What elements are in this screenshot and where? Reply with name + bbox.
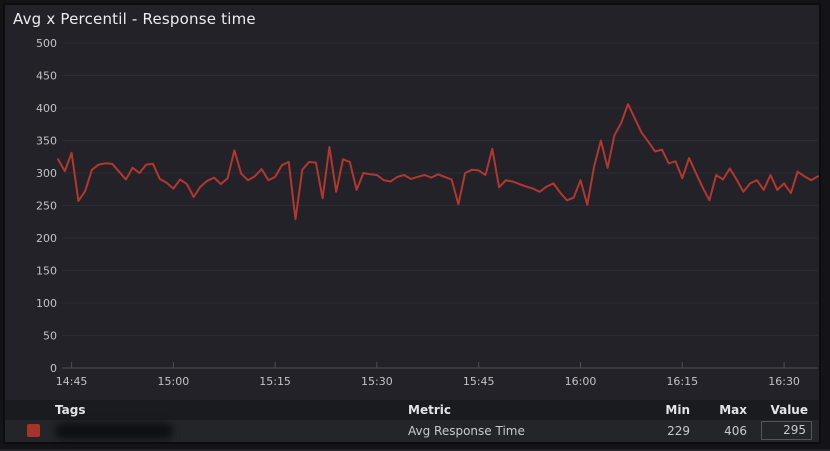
row-max-value: 406: [724, 424, 747, 438]
svg-text:100: 100: [36, 297, 57, 310]
svg-text:300: 300: [36, 167, 57, 180]
svg-text:400: 400: [36, 102, 57, 115]
svg-text:16:15: 16:15: [666, 375, 698, 388]
svg-text:16:30: 16:30: [768, 375, 800, 388]
tag-redacted-blur: [55, 423, 173, 439]
header-value[interactable]: Value: [770, 403, 808, 417]
row-min-value: 229: [667, 424, 690, 438]
x-axis-labels: 14:45 15:00 15:15 15:30 15:45 16:00 16:15 16:30: [56, 375, 800, 388]
grid-lines: [62, 42, 818, 369]
series-line-avg-response-time: [57, 103, 819, 221]
response-time-chart[interactable]: 0 50 100 150 200 250 300 350 400 450 500 14:45 15:00…: [5, 5, 819, 397]
svg-text:15:30: 15:30: [361, 375, 393, 388]
svg-text:500: 500: [36, 37, 57, 50]
svg-text:15:15: 15:15: [259, 375, 291, 388]
row-metric-label[interactable]: Avg Response Time: [408, 424, 525, 438]
svg-text:150: 150: [36, 265, 57, 278]
header-min[interactable]: Min: [665, 403, 690, 417]
legend-table-row[interactable]: Avg Response Time 229 406 295: [5, 420, 819, 442]
header-max[interactable]: Max: [719, 403, 747, 417]
legend-table-header: Tags Metric Min Max Value: [5, 400, 819, 420]
svg-text:200: 200: [36, 232, 57, 245]
header-tags[interactable]: Tags: [55, 403, 86, 417]
window-bottom-edge: [0, 449, 830, 451]
header-metric[interactable]: Metric: [408, 403, 451, 417]
svg-text:16:00: 16:00: [565, 375, 597, 388]
svg-text:450: 450: [36, 70, 57, 83]
svg-text:250: 250: [36, 200, 57, 213]
svg-text:15:45: 15:45: [463, 375, 495, 388]
svg-text:14:45: 14:45: [56, 375, 88, 388]
svg-text:15:00: 15:00: [158, 375, 190, 388]
y-axis-labels: 0 50 100 150 200 250 300 350 400 450 500: [36, 37, 57, 375]
chart-panel: Avg x Percentil - Response time 0 50 100 15…: [3, 3, 821, 444]
panel-title[interactable]: Avg x Percentil - Response time: [13, 10, 256, 28]
svg-text:0: 0: [50, 362, 57, 375]
svg-text:50: 50: [43, 330, 57, 343]
row-current-value[interactable]: 295: [761, 421, 812, 440]
svg-text:350: 350: [36, 135, 57, 148]
series-color-swatch[interactable]: [27, 424, 40, 437]
